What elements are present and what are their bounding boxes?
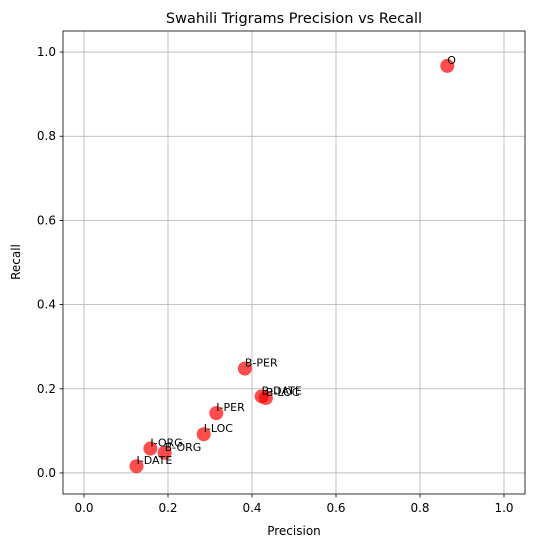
x-tick-label: 0.6 bbox=[326, 501, 345, 515]
chart-title: Swahili Trigrams Precision vs Recall bbox=[166, 11, 422, 27]
x-axis-label: Precision bbox=[267, 524, 321, 538]
y-tick-label: 0.0 bbox=[37, 466, 56, 480]
data-point-label: B-LOC bbox=[266, 386, 300, 399]
x-tick-label: 0.0 bbox=[74, 501, 93, 515]
data-point-label: B-PER bbox=[245, 357, 278, 370]
y-axis-label: Recall bbox=[9, 244, 23, 280]
grid-layer bbox=[63, 31, 525, 494]
points-layer bbox=[129, 58, 455, 474]
data-point-label: I-ORG bbox=[150, 437, 182, 450]
plot-frame bbox=[62, 30, 526, 495]
y-tick-label: 0.6 bbox=[37, 213, 56, 227]
data-point-label: B-ORG bbox=[165, 441, 202, 454]
data-point bbox=[440, 58, 455, 73]
y-tick-label: 0.4 bbox=[37, 298, 56, 312]
y-tick-label: 1.0 bbox=[37, 45, 56, 59]
data-point bbox=[209, 406, 224, 421]
x-tick-label: 0.8 bbox=[410, 501, 429, 515]
data-point-label: I-PER bbox=[216, 401, 245, 414]
data-point bbox=[237, 361, 252, 376]
x-tick-label: 0.4 bbox=[242, 501, 261, 515]
data-point-label: I-DATE bbox=[137, 454, 173, 467]
data-point bbox=[258, 391, 273, 406]
data-point bbox=[143, 441, 158, 456]
data-point bbox=[129, 459, 144, 474]
data-point-label: I-LOC bbox=[204, 422, 234, 435]
x-tick-label: 0.2 bbox=[158, 501, 177, 515]
data-point bbox=[157, 445, 172, 460]
data-point bbox=[196, 427, 211, 442]
y-axis-ticks: 0.0 0.2 0.4 0.6 0.8 1.0 bbox=[37, 45, 63, 480]
data-point-label: B-DATE bbox=[262, 384, 302, 397]
x-tick-label: 1.0 bbox=[494, 501, 513, 515]
data-point-label: O bbox=[447, 54, 456, 67]
y-tick-label: 0.8 bbox=[37, 129, 56, 143]
x-axis-ticks: 0.0 0.2 0.4 0.6 0.8 1.0 bbox=[74, 494, 514, 515]
y-tick-label: 0.2 bbox=[37, 382, 56, 396]
